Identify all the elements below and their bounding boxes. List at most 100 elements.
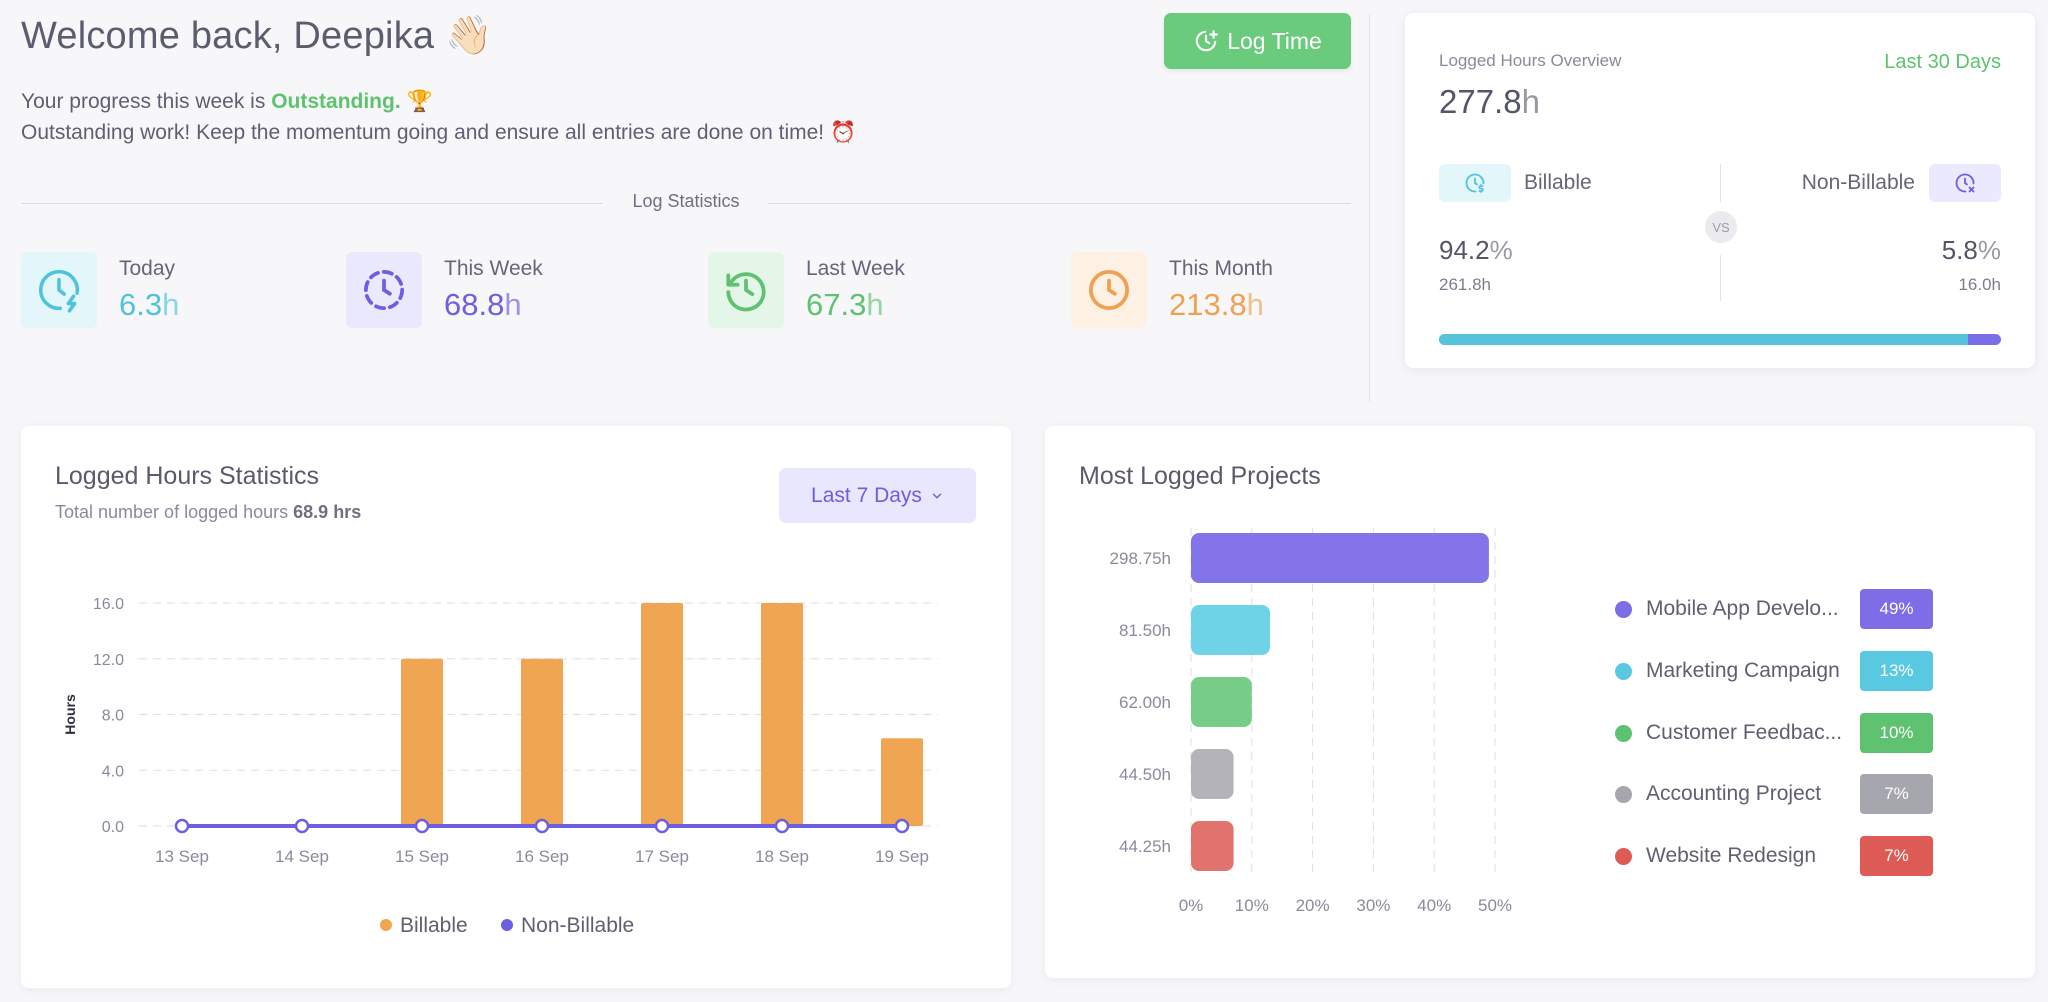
y-tick-label: 62.00h [1119,693,1171,712]
legend-label: Non-Billable [521,914,634,937]
welcome-title: Welcome back, Deepika 👋🏻 [21,15,493,57]
stat-number: 68.8 [444,287,505,322]
subtitle-value: 68.9 hrs [293,502,362,522]
legend-dot [1615,847,1632,865]
bar-billable [761,603,803,826]
billable-hours: 261.8h [1439,275,1491,294]
x-tick-label: 14 Sep [275,847,329,866]
y-tick-label: 44.25h [1119,837,1171,856]
legend-name: Website Redesign [1646,844,1817,867]
stat-this-month: This Month 213.8h [1071,252,1273,328]
overview-title: Logged Hours Overview [1439,51,1622,70]
stat-icon-box [346,252,422,328]
stat-value: 68.8h [444,287,543,323]
non-billable-percent-unit: % [1977,235,2001,265]
overview-total-unit: h [1521,83,1540,120]
log-time-button[interactable]: Log Time [1164,13,1351,69]
vs-line-bottom [1720,255,1721,301]
range-dropdown-button[interactable]: Last 7 Days [779,468,976,523]
clock-dollar-icon [1465,173,1485,193]
stat-unit: h [1246,287,1264,322]
progress-message: Outstanding work! Keep the momentum goin… [21,121,857,144]
bar-billable [521,658,563,826]
billable-percent: 94.2% [1439,235,1513,266]
project-bar [1191,533,1489,583]
line-point [774,818,790,834]
x-tick-label: 10% [1235,896,1269,915]
legend-dot [1615,662,1632,680]
progress-prefix: Your progress this week is [21,90,272,113]
x-tick-label: 50% [1478,896,1512,915]
progress-rating: Outstanding. [271,90,401,113]
stat-last-week: Last Week 67.3h [708,252,905,328]
bar-billable [401,658,443,826]
clock-icon [1089,270,1129,310]
clock-plus-icon [1196,30,1219,52]
non-billable-label: Non-Billable [1801,171,1915,194]
clock-x-icon [1955,173,1975,193]
line-point [294,818,310,834]
billable-ratio-fill [1439,334,1969,345]
legend-name: Mobile App Develo... [1646,597,1839,620]
range-dropdown-label: Last 7 Days [811,483,922,507]
non-billable-percent-number: 5.8 [1941,235,1978,265]
project-bar [1191,605,1271,655]
legend-dot [501,919,513,931]
y-tick-label: 81.50h [1119,621,1171,640]
legend-name: Customer Feedbac... [1646,721,1843,744]
y-tick-label: 44.50h [1119,765,1171,784]
legend-item: Mobile App Develo... 49% [1615,589,1933,629]
y-tick-label: 0.0 [102,819,124,836]
y-tick-label: 12.0 [93,652,124,669]
stat-unit: h [162,287,180,322]
clock-bolt-icon [39,269,80,313]
stat-number: 213.8 [1169,287,1247,322]
line-point [894,818,910,834]
progress-line: Your progress this week is Outstanding. … [21,90,433,114]
divider-right [768,203,1351,204]
legend-percent: 7% [1860,836,1933,876]
project-bar [1191,821,1234,871]
legend-dot [1615,724,1632,742]
x-tick-label: 0% [1179,896,1204,915]
section-separator [1369,14,1370,402]
x-tick-label: 40% [1417,896,1451,915]
stat-icon-box [1071,252,1147,328]
log-statistics-label: Log Statistics [632,191,740,211]
y-tick-label: 8.0 [102,708,124,725]
trophy-emoji: 🏆 [400,90,433,113]
bar-billable [641,603,683,826]
stat-label: This Month [1169,257,1273,280]
stat-icon-box [21,252,97,328]
stat-value: 67.3h [806,287,905,323]
legend-dot [380,919,392,931]
bar-billable [881,738,923,826]
x-tick-label: 30% [1356,896,1390,915]
y-tick-label: 4.0 [102,763,124,780]
stat-label: Today [119,257,176,280]
divider-left [21,203,603,204]
log-time-label: Log Time [1227,27,1322,54]
project-bar [1191,677,1252,727]
stat-number: 6.3 [119,287,163,322]
x-tick-label: 16 Sep [515,847,569,866]
y-tick-label: 16.0 [93,596,124,613]
subtitle-prefix: Total number of logged hours [55,502,294,522]
stat-this-week: This Week 68.8h [346,252,543,328]
stat-unit: h [866,287,884,322]
billable-ratio-bar [1439,334,2001,345]
stat-label: This Week [444,257,543,280]
x-tick-label: 17 Sep [635,847,689,866]
logged-hours-overview-card: Logged Hours Overview Last 30 Days 277.8… [1405,13,2035,368]
vs-line-top [1720,164,1721,202]
legend-item: Accounting Project 7% [1615,774,1933,814]
billable-percent-unit: % [1489,235,1513,265]
line-point [414,818,430,834]
y-tick-label: 298.75h [1110,549,1171,568]
stat-value: 6.3h [119,287,179,323]
legend-name: Accounting Project [1646,782,1822,805]
legend-item: Marketing Campaign 13% [1615,651,1933,691]
legend-item: Customer Feedbac... 10% [1615,713,1933,753]
legend-label: Billable [400,914,468,937]
billable-chip [1439,164,1511,202]
